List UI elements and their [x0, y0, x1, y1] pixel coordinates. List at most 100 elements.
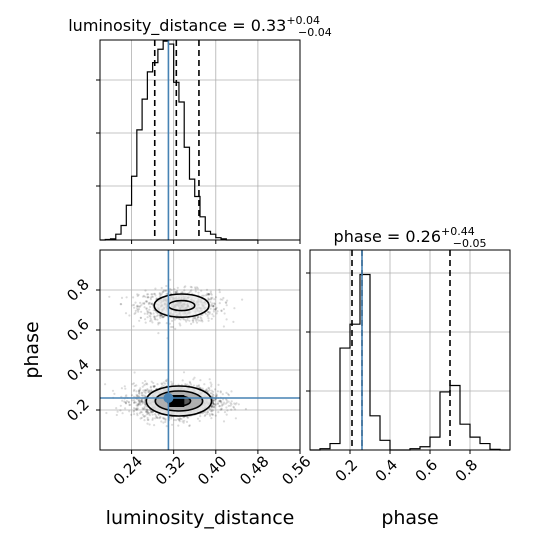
sample-point [156, 416, 159, 419]
sample-point [208, 292, 211, 296]
sample-point [149, 386, 152, 389]
sample-point [147, 413, 150, 416]
sample-point [174, 327, 177, 330]
sample-point [148, 389, 151, 392]
sample-point [140, 310, 143, 313]
sample-point [184, 383, 187, 386]
phase-title-equals: = [382, 227, 406, 246]
sample-point [121, 412, 124, 415]
sample-point [133, 409, 136, 412]
sample-point [211, 406, 214, 409]
sample-point [203, 383, 206, 386]
sample-point [144, 403, 147, 406]
sample-point [133, 399, 136, 402]
x-tick-label-0-56: 0.56 [278, 452, 314, 488]
sample-point [133, 388, 136, 391]
sample-point [159, 293, 162, 296]
sample-point [184, 285, 187, 288]
sample-point [132, 296, 135, 299]
sample-point [162, 384, 165, 387]
sample-point [143, 302, 146, 305]
sample-point [176, 417, 179, 420]
sample-point [213, 302, 216, 305]
phase-x-tick-label-0-6: 0.6 [412, 456, 442, 486]
sample-point [213, 302, 216, 306]
luminosity-distance-title-label: luminosity_distance [68, 16, 227, 36]
sample-point [162, 417, 165, 420]
sample-point [134, 309, 137, 312]
sample-point [151, 321, 154, 324]
sample-point [215, 395, 218, 398]
sample-point [163, 417, 166, 420]
sample-point [140, 411, 143, 414]
sample-point [212, 399, 215, 402]
sample-point [203, 414, 206, 418]
sample-point [151, 295, 154, 298]
sample-point [134, 301, 137, 304]
sample-point [193, 317, 197, 320]
sample-point [225, 318, 228, 321]
sample-point [137, 293, 140, 296]
sample-point [226, 299, 229, 302]
sample-point [219, 400, 222, 403]
sample-point [133, 407, 136, 410]
sample-point [134, 311, 137, 314]
sample-point [199, 379, 202, 382]
sample-point [145, 300, 148, 303]
sample-point [150, 410, 153, 413]
sample-point [143, 301, 146, 305]
sample-point [221, 403, 224, 406]
sample-point [130, 413, 133, 416]
sample-point [192, 378, 195, 381]
sample-point [210, 417, 213, 420]
sample-point [230, 403, 233, 406]
joint-panel-frame [99, 249, 301, 451]
sample-point [186, 383, 189, 386]
sample-point [136, 304, 139, 307]
sample-point [212, 402, 215, 405]
sample-point [127, 400, 130, 403]
sample-point [157, 332, 160, 335]
sample-point [138, 319, 141, 322]
sample-point [150, 302, 153, 305]
sample-point [214, 308, 217, 311]
sample-point [162, 421, 165, 424]
sample-point [158, 321, 161, 324]
sample-point [148, 408, 151, 411]
sample-point [209, 298, 212, 301]
sample-point [124, 401, 128, 404]
sample-point [200, 319, 203, 322]
phase-upper-error: +0.44 [441, 225, 475, 238]
sample-point [147, 296, 150, 299]
sample-point [221, 298, 224, 301]
contour-3 [154, 390, 204, 412]
sample-point [206, 412, 209, 416]
sample-point [210, 410, 213, 413]
sample-point [111, 389, 115, 392]
sample-point [124, 402, 128, 405]
sample-point [142, 415, 145, 418]
sample-point [151, 410, 154, 414]
sample-point [125, 296, 128, 299]
sample-point [206, 410, 210, 414]
sample-point [182, 318, 185, 321]
sample-point [144, 380, 147, 383]
sample-point [146, 422, 149, 425]
sample-point [211, 401, 215, 404]
sample-point [146, 309, 149, 312]
sample-point [174, 291, 177, 294]
sample-point [150, 293, 153, 296]
sample-point [151, 417, 154, 420]
sample-point [148, 412, 151, 415]
sample-point [188, 319, 191, 322]
sample-point [244, 407, 247, 411]
sample-point [218, 405, 222, 408]
sample-point [215, 394, 218, 397]
sample-point [105, 411, 108, 415]
sample-point [125, 400, 128, 403]
sample-point [135, 407, 138, 410]
sample-point [190, 383, 193, 386]
sample-point [229, 402, 232, 405]
sample-point [233, 402, 236, 405]
sample-point [213, 298, 216, 301]
